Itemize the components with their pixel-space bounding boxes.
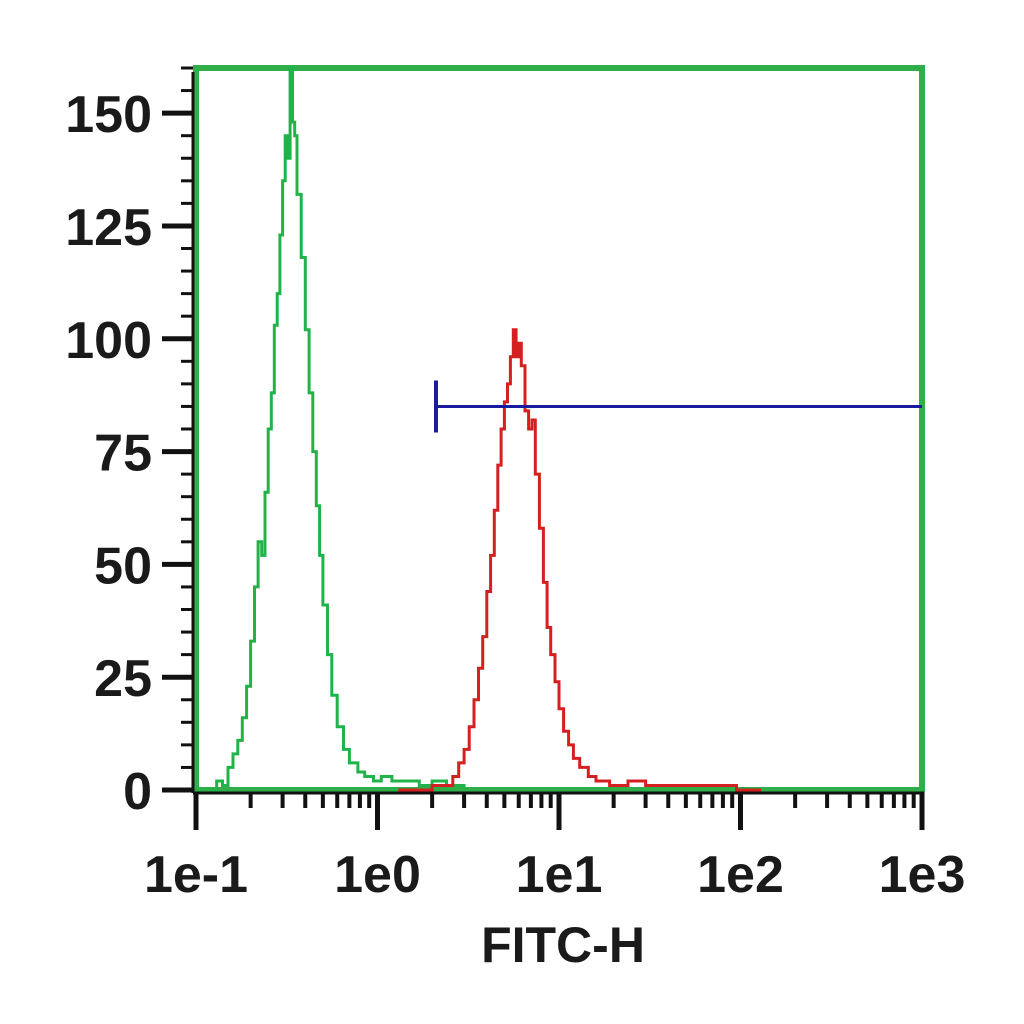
y-tick-label: 125 bbox=[65, 199, 152, 257]
x-tick-label: 1e0 bbox=[334, 846, 421, 904]
y-tick-label: 25 bbox=[94, 650, 152, 708]
y-tick-label: 75 bbox=[94, 425, 152, 483]
x-axis-label: FITC-H bbox=[481, 917, 645, 973]
y-tick-label: 0 bbox=[123, 763, 152, 821]
plot-frame bbox=[193, 65, 925, 793]
x-tick-label: 1e-1 bbox=[144, 846, 248, 904]
histogram-series-1 bbox=[210, 66, 466, 792]
y-tick-label: 100 bbox=[65, 312, 152, 370]
histogram-series-2 bbox=[398, 328, 762, 792]
x-tick-label: 1e2 bbox=[697, 846, 784, 904]
y-tick-label: 50 bbox=[94, 537, 152, 595]
x-tick-label: 1e3 bbox=[879, 846, 966, 904]
plot-area: 0 25 50 75 100 125 150 1e-1 1e0 1e1 1e2 1e3 bbox=[65, 65, 966, 904]
y-tick-label: 150 bbox=[65, 86, 152, 144]
x-tick-label: 1e1 bbox=[516, 846, 603, 904]
